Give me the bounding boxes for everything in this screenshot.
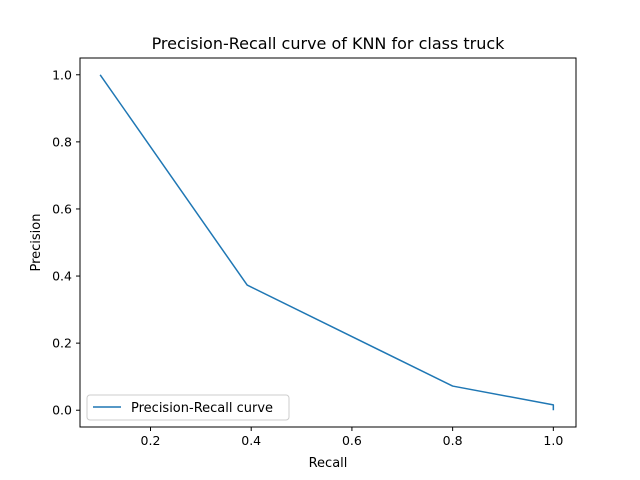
x-tick-label: 1.0: [543, 433, 563, 448]
y-tick-label: 0.8: [52, 134, 72, 149]
axes-frame: [79, 57, 577, 428]
x-tick-label: 0.8: [443, 433, 463, 448]
y-tick-label: 0.2: [52, 336, 72, 351]
series-layer: [99, 74, 555, 411]
y-tick-label: 0.6: [52, 201, 72, 216]
x-axis-label: Recall: [309, 456, 348, 471]
x-tick-label: 0.2: [141, 433, 161, 448]
plot-area: 0.2 0.4 0.6 0.8 1.0 0.0 0.2 0.4 0.6 0.8 1.0: [52, 57, 577, 448]
legend: Precision-Recall curve: [86, 394, 290, 421]
x-tick-label: 0.6: [342, 433, 362, 448]
y-tick-label: 0.0: [52, 403, 72, 418]
y-axis-label: Precision: [29, 213, 44, 271]
y-tick-label: 1.0: [52, 67, 72, 82]
chart-title: Precision-Recall curve of KNN for class …: [152, 34, 506, 53]
legend-label: Precision-Recall curve: [131, 401, 273, 416]
legend-box: [86, 394, 290, 421]
y-tick-label: 0.4: [52, 269, 72, 284]
x-axis-ticks: 0.2 0.4 0.6 0.8 1.0: [141, 427, 563, 448]
series-line: [99, 74, 555, 411]
y-axis-ticks: 0.0 0.2 0.4 0.6 0.8 1.0: [52, 67, 80, 418]
x-tick-label: 0.4: [241, 433, 261, 448]
